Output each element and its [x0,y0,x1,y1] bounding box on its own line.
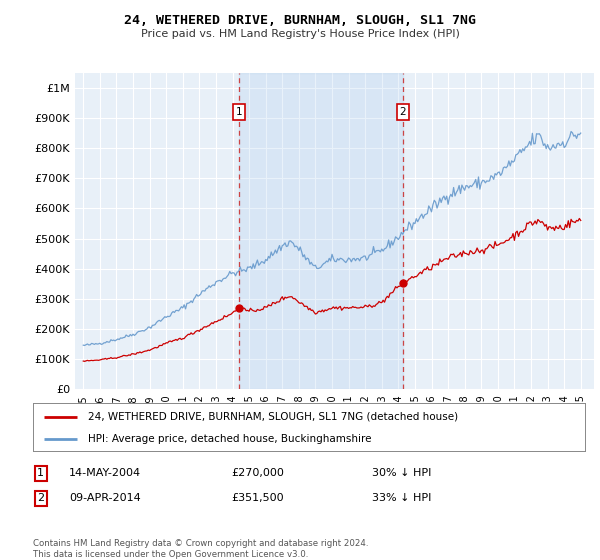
Text: 33% ↓ HPI: 33% ↓ HPI [372,493,431,503]
Text: 1: 1 [37,468,44,478]
Text: £351,500: £351,500 [231,493,284,503]
Text: 1: 1 [235,107,242,117]
Text: 24, WETHERED DRIVE, BURNHAM, SLOUGH, SL1 7NG: 24, WETHERED DRIVE, BURNHAM, SLOUGH, SL1… [124,14,476,27]
Text: 24, WETHERED DRIVE, BURNHAM, SLOUGH, SL1 7NG (detached house): 24, WETHERED DRIVE, BURNHAM, SLOUGH, SL1… [88,412,458,422]
Text: Price paid vs. HM Land Registry's House Price Index (HPI): Price paid vs. HM Land Registry's House … [140,29,460,39]
Text: Contains HM Land Registry data © Crown copyright and database right 2024.
This d: Contains HM Land Registry data © Crown c… [33,539,368,559]
Text: 09-APR-2014: 09-APR-2014 [69,493,141,503]
Text: 14-MAY-2004: 14-MAY-2004 [69,468,141,478]
Text: 30% ↓ HPI: 30% ↓ HPI [372,468,431,478]
Text: HPI: Average price, detached house, Buckinghamshire: HPI: Average price, detached house, Buck… [88,434,372,444]
Bar [239,73,403,389]
Text: £270,000: £270,000 [231,468,284,478]
Text: 2: 2 [400,107,406,117]
Text: 2: 2 [37,493,44,503]
